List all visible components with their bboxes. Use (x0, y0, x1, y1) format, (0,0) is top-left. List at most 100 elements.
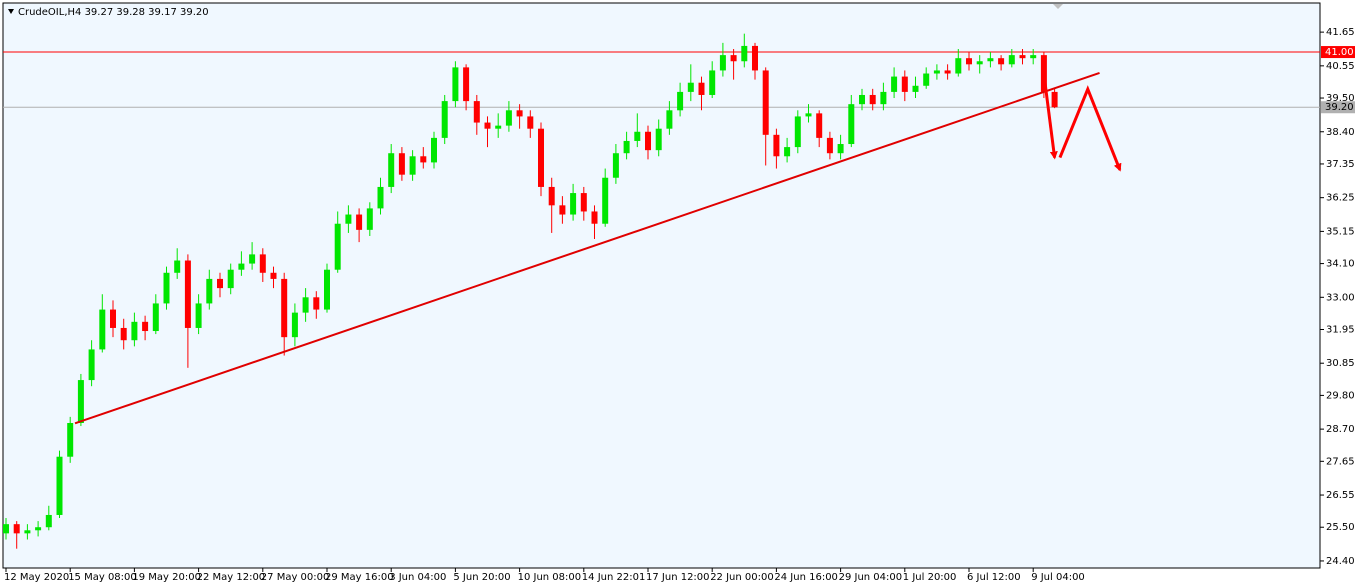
candle-body (687, 82, 694, 92)
candle-body (933, 70, 940, 74)
candle-body (580, 193, 587, 212)
candle-body (302, 297, 309, 313)
candle-body (859, 94, 865, 105)
candle-body (99, 309, 106, 350)
x-tick-label: 19 May 20:00 (132, 572, 201, 583)
candle-body (655, 128, 662, 151)
chart-title: CrudeOIL,H4 39.27 39.28 39.17 39.20 (18, 7, 209, 18)
candle-body (1008, 55, 1015, 65)
y-tick-label: 24.40 (1326, 556, 1355, 567)
candle-body (998, 58, 1005, 65)
candle-body (3, 524, 9, 534)
candle-body (645, 131, 651, 151)
candle-body (666, 110, 673, 129)
y-tick-label: 29.80 (1326, 390, 1355, 401)
candle-body (527, 116, 534, 129)
x-tick-label: 22 May 12:00 (197, 572, 266, 583)
candle-body (719, 55, 726, 71)
candle-body (431, 137, 437, 163)
x-tick-label: 17 Jun 12:00 (646, 572, 710, 583)
candle-body (794, 116, 801, 148)
level-label: 39.20 (1325, 102, 1354, 113)
candle-body (452, 67, 459, 102)
candle-body (976, 61, 983, 65)
y-tick-label: 39.50 (1326, 93, 1355, 104)
candle-body (249, 254, 256, 264)
candle-body (623, 140, 630, 154)
candle-body (313, 297, 320, 310)
candle-body (259, 254, 266, 273)
candle-body (409, 156, 416, 175)
y-tick-label: 27.65 (1326, 456, 1355, 467)
y-tick-label: 31.95 (1326, 324, 1355, 335)
candle-body (923, 73, 930, 86)
candle-body (152, 303, 159, 332)
candle-body (88, 349, 95, 381)
candle-body (120, 327, 127, 341)
x-tick-label: 15 May 08:00 (68, 572, 137, 583)
candle-body (67, 422, 74, 457)
candle-body (110, 309, 116, 328)
y-tick-label: 34.10 (1326, 259, 1355, 270)
candle-body (142, 321, 149, 332)
candle-body (270, 272, 277, 279)
plot-area (2, 2, 1321, 569)
candle-body (709, 70, 716, 95)
candle-body (388, 153, 395, 187)
candle-body (816, 113, 823, 138)
candle-body (891, 76, 898, 92)
candle-body (752, 45, 758, 71)
candle-body (848, 104, 855, 145)
x-tick-label: 27 May 00:00 (261, 572, 330, 583)
y-tick-label: 35.15 (1326, 226, 1355, 237)
candle-body (538, 128, 544, 187)
x-tick-label: 9 Jul 04:00 (1031, 572, 1085, 583)
candle-body (356, 214, 363, 230)
candle-body (217, 278, 223, 289)
candle-body (345, 214, 352, 224)
x-tick-label: 6 Jul 12:00 (967, 572, 1021, 583)
x-tick-label: 12 May 2020 (4, 572, 69, 583)
projection-arrow (1058, 85, 1122, 172)
candle-body (174, 260, 181, 273)
candle-body (238, 263, 245, 270)
x-tick-label: 29 May 16:00 (325, 572, 394, 583)
level-label: 41.00 (1325, 47, 1354, 58)
candle-body (880, 91, 887, 105)
candle-body (463, 67, 470, 102)
candle-body (869, 94, 876, 105)
candle-body (634, 131, 641, 141)
candle-body (548, 186, 555, 206)
x-tick-label: 5 Jun 20:00 (453, 572, 510, 583)
candle-body (377, 186, 384, 209)
x-tick-label: 10 Jun 08:00 (518, 572, 582, 583)
candle-body (56, 456, 63, 515)
candle-body (1030, 55, 1037, 59)
candle-body (495, 125, 502, 129)
shift-marker (1053, 4, 1063, 9)
menu-triangle (8, 9, 14, 14)
x-tick-label: 1 Jul 20:00 (903, 572, 957, 583)
x-tick-label: 24 Jun 16:00 (774, 572, 838, 583)
y-tick-label: 38.40 (1326, 127, 1355, 138)
level-label-box (1321, 46, 1355, 59)
y-tick-label: 36.25 (1326, 193, 1355, 204)
candle-body (45, 514, 52, 528)
candle-body (324, 269, 330, 310)
candle-body (955, 58, 962, 74)
y-tick-label: 28.70 (1326, 424, 1355, 435)
candle-body (24, 530, 31, 534)
candle-body (837, 144, 844, 154)
candle-body (570, 193, 577, 215)
candle-body (281, 278, 288, 338)
candle-body (1019, 55, 1026, 59)
candle-body (35, 527, 42, 531)
candle-body (420, 156, 427, 163)
y-tick-label: 40.55 (1326, 61, 1355, 72)
candle-body (944, 70, 951, 74)
candle-body (195, 303, 202, 328)
candle-body (206, 278, 213, 304)
candle-body (784, 147, 791, 157)
y-tick-label: 33.00 (1326, 292, 1355, 303)
